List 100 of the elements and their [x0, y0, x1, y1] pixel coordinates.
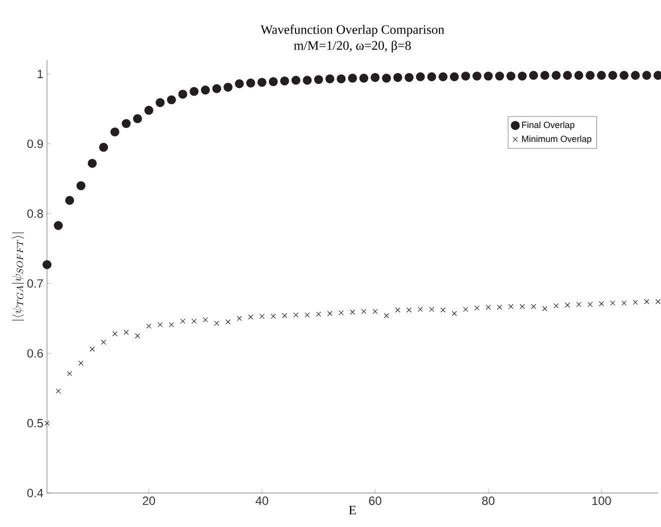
point [608, 70, 618, 80]
point [246, 78, 256, 88]
point [144, 106, 154, 115]
point [178, 90, 188, 99]
point [146, 324, 152, 329]
legend-label: Final Overlap [522, 121, 574, 130]
x-tick-label: 20 [142, 496, 156, 505]
point [350, 310, 356, 315]
point [632, 300, 638, 305]
point [564, 302, 570, 308]
point [497, 304, 502, 310]
point [418, 306, 423, 312]
point [134, 333, 140, 338]
point [620, 70, 629, 80]
point [508, 304, 514, 310]
point [65, 196, 74, 205]
x-tick-label: 60 [369, 496, 382, 505]
point [88, 158, 97, 168]
point [370, 72, 380, 82]
point [268, 77, 278, 86]
point [101, 340, 106, 345]
y-tick-label: 0.6 [27, 349, 43, 358]
point [596, 70, 606, 80]
point [124, 330, 129, 335]
point [314, 75, 324, 84]
point [576, 302, 582, 307]
point [440, 307, 446, 313]
point [655, 299, 661, 304]
point [588, 302, 593, 307]
x-tick-label: 80 [482, 496, 494, 505]
point [56, 388, 61, 394]
point [76, 181, 86, 190]
point [427, 72, 436, 82]
point [416, 72, 425, 82]
point [642, 70, 652, 80]
point [463, 306, 468, 312]
point [225, 319, 231, 324]
point [518, 72, 527, 81]
point [110, 127, 120, 136]
point [42, 260, 52, 270]
point [282, 313, 288, 318]
point [530, 304, 536, 310]
chart-subtitle: m/M=1/20, ω=20, β=8 [294, 40, 411, 52]
point [200, 86, 210, 95]
point [99, 142, 108, 152]
point [429, 306, 434, 312]
point [224, 82, 233, 92]
point [190, 86, 199, 96]
point [552, 70, 561, 80]
point [302, 76, 312, 85]
point [293, 312, 298, 318]
point [474, 305, 480, 310]
point [495, 72, 504, 81]
point [382, 74, 391, 83]
point [304, 312, 310, 318]
point [644, 299, 650, 304]
legend-label: Minimum Overlap [522, 135, 592, 144]
point [236, 316, 242, 321]
point [372, 308, 378, 314]
point [270, 314, 276, 319]
point [450, 72, 459, 82]
point [156, 98, 165, 108]
point [472, 72, 482, 81]
y-axis-title: $|\langle\psi_{TGA}|\psi_{SOFFT}\rangle|$ [12, 232, 24, 320]
point [542, 306, 548, 312]
y-tick-label: 1 [38, 70, 43, 78]
point [484, 72, 493, 81]
point [338, 310, 344, 316]
y-tick-label: 0.7 [27, 279, 43, 288]
point [384, 313, 390, 318]
point [461, 72, 470, 81]
point [361, 308, 366, 314]
point [133, 114, 142, 124]
point [630, 70, 640, 80]
point [180, 318, 186, 324]
point [395, 307, 400, 313]
point [280, 76, 290, 86]
point [212, 84, 222, 94]
point [506, 72, 516, 81]
point [67, 371, 72, 376]
point [325, 74, 334, 84]
point [78, 360, 84, 366]
point [214, 320, 220, 326]
point [158, 322, 163, 328]
point [202, 317, 208, 322]
point [554, 303, 559, 308]
point [393, 72, 402, 82]
y-tick-label: 0.4 [27, 488, 44, 498]
point [234, 79, 244, 88]
point [563, 70, 572, 80]
point [259, 314, 265, 319]
point [404, 72, 414, 82]
point [44, 420, 50, 426]
point [520, 304, 525, 310]
point [598, 301, 604, 306]
point [438, 72, 448, 82]
point [406, 307, 412, 313]
point [168, 322, 174, 328]
point [248, 314, 254, 320]
point [327, 310, 332, 316]
